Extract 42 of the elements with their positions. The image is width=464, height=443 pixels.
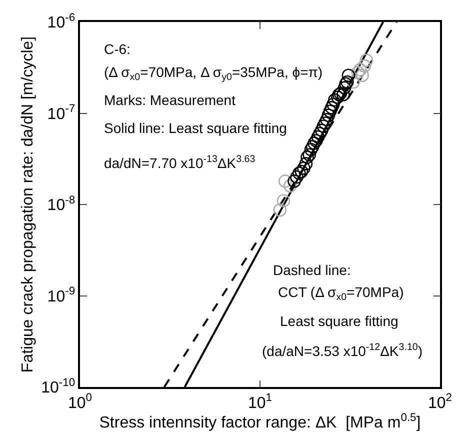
point — [324, 101, 338, 114]
x-tick-label: 10$^{2}$ — [428, 392, 452, 412]
point — [342, 68, 356, 82]
annotation: (da/aN=3.53 x10$^{-12}$ΔK$^{3.10}$) — [262, 342, 423, 359]
x-tick-label: 10$^{1}$ — [248, 392, 272, 412]
point — [308, 136, 321, 150]
point — [320, 113, 334, 126]
point — [323, 104, 337, 118]
annotation: C-6: — [104, 41, 130, 57]
y-axis-title: Fatigue crack propagation rate: da/dN [m/cycle] — [19, 36, 36, 373]
point — [304, 142, 318, 156]
y-tick-label: 10$^{-7}$ — [47, 103, 76, 123]
point — [326, 98, 340, 112]
point — [309, 134, 323, 148]
annotation: Least square fitting — [280, 313, 398, 329]
point — [331, 90, 344, 104]
point — [313, 126, 326, 140]
point — [294, 164, 308, 178]
annotation: (Δ σ$_{x0}$=70MPa, Δ σ$_{y0}$=35MPa, ϕ=π) — [104, 64, 323, 83]
point — [299, 157, 313, 170]
annotation: Solid line: Least square fitting — [104, 120, 287, 136]
annotation: CCT (Δ σ$_{x0}$=70MPa) — [278, 284, 404, 303]
point — [306, 140, 320, 154]
point — [322, 108, 336, 122]
y-tick-label: 10$^{-6}$ — [47, 12, 76, 32]
annotation: Marks: Measurement — [104, 92, 236, 108]
x-axis-title: Stress intennsity factor range: ΔK [MPa m$^{0.5}$] — [99, 412, 421, 432]
point — [292, 166, 306, 180]
point — [318, 116, 332, 130]
annotation: Dashed line: — [273, 262, 351, 278]
point — [297, 162, 310, 175]
point — [311, 130, 325, 144]
point — [336, 88, 350, 102]
y-tick-label: 10$^{-8}$ — [47, 194, 76, 214]
point — [302, 148, 316, 162]
annotation: da/dN=7.70 x10$^{-13}$ΔK$^{3.63}$ — [104, 154, 256, 171]
y-tick-label: 10$^{-9}$ — [47, 286, 76, 306]
point — [328, 93, 342, 107]
point — [316, 120, 330, 133]
point — [300, 150, 314, 164]
point — [314, 124, 328, 137]
point — [338, 81, 352, 94]
